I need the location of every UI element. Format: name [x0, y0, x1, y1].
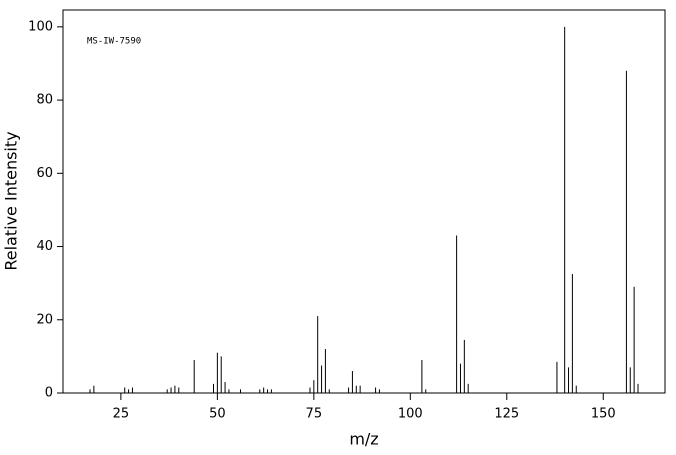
y-tick-label: 40 — [36, 239, 53, 254]
x-axis-label: m/z — [349, 430, 378, 449]
x-tick-label: 125 — [494, 407, 519, 422]
x-tick-label: 100 — [398, 407, 423, 422]
plot-frame — [62, 9, 666, 394]
y-tick-label: 20 — [36, 312, 53, 327]
y-axis-label: Relative Intensity — [2, 131, 21, 270]
y-tick-label: 80 — [36, 93, 53, 108]
x-tick-label: 75 — [306, 407, 323, 422]
x-tick-label: 25 — [113, 407, 130, 422]
x-tick-label: 50 — [209, 407, 226, 422]
annotation: MS-IW-7590 — [87, 37, 141, 47]
x-tick-label: 150 — [591, 407, 616, 422]
y-tick-label: 100 — [28, 19, 53, 34]
y-tick-label: 60 — [36, 166, 53, 181]
y-tick-label: 0 — [45, 386, 53, 401]
